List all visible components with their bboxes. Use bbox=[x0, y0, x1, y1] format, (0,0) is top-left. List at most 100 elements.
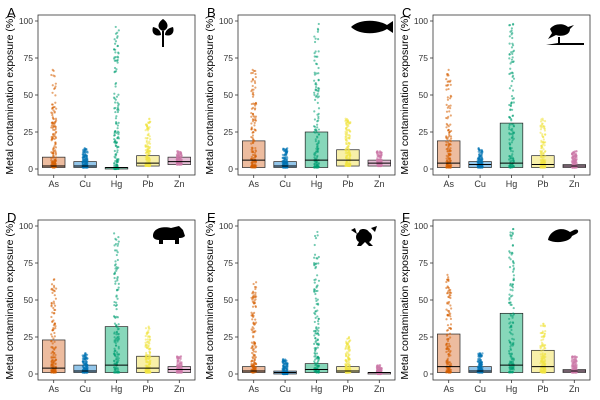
point-As bbox=[252, 330, 256, 333]
point-As bbox=[254, 293, 257, 297]
point-Cu bbox=[285, 148, 288, 151]
point-Cu bbox=[83, 160, 86, 164]
point-Zn bbox=[380, 158, 383, 161]
point-Hg bbox=[508, 331, 511, 334]
point-Pb bbox=[543, 141, 546, 144]
point-As bbox=[250, 107, 254, 110]
point-Hg bbox=[116, 336, 119, 339]
series-Hg: Hg bbox=[499, 227, 524, 394]
point-As bbox=[448, 139, 451, 142]
point-Cu bbox=[480, 354, 483, 357]
point-As bbox=[251, 84, 254, 88]
point-Pb bbox=[539, 158, 542, 162]
point-As bbox=[254, 107, 257, 110]
point-Hg bbox=[117, 29, 120, 32]
point-Cu bbox=[283, 368, 286, 372]
point-Hg bbox=[510, 58, 514, 61]
point-Hg bbox=[510, 141, 513, 144]
point-As bbox=[54, 160, 57, 163]
point-Pb bbox=[543, 369, 546, 372]
point-As bbox=[51, 114, 54, 117]
point-As bbox=[51, 152, 55, 155]
series-Pb: Pb bbox=[336, 335, 360, 394]
y-tick-label: 75 bbox=[24, 53, 34, 63]
point-Pb bbox=[543, 359, 547, 362]
point-Hg bbox=[117, 357, 120, 360]
point-Hg bbox=[113, 336, 116, 339]
series-Cu: Cu bbox=[468, 352, 492, 394]
point-As bbox=[52, 125, 55, 128]
point-Hg bbox=[510, 101, 513, 104]
series-As: As bbox=[242, 68, 266, 189]
point-As bbox=[50, 365, 53, 368]
point-As bbox=[449, 370, 452, 374]
point-Zn bbox=[572, 160, 576, 163]
point-Hg bbox=[511, 231, 514, 234]
point-As bbox=[250, 102, 253, 106]
point-Hg bbox=[314, 348, 317, 351]
point-Hg bbox=[512, 312, 515, 315]
point-Pb bbox=[539, 324, 543, 327]
point-Pb bbox=[345, 355, 348, 358]
point-Pb bbox=[146, 158, 149, 161]
point-Hg bbox=[114, 101, 117, 104]
point-As bbox=[449, 114, 452, 117]
point-Hg bbox=[509, 258, 512, 261]
point-Hg bbox=[114, 110, 117, 114]
point-Zn bbox=[378, 364, 381, 368]
point-Hg bbox=[509, 282, 512, 286]
point-Pb bbox=[346, 131, 349, 134]
x-tick-label: Pb bbox=[142, 384, 153, 394]
point-Hg bbox=[114, 242, 118, 246]
point-Zn bbox=[179, 357, 182, 361]
point-Hg bbox=[117, 242, 120, 246]
y-tick-label: 0 bbox=[28, 164, 33, 174]
point-As bbox=[54, 101, 57, 104]
point-Pb bbox=[544, 347, 547, 350]
x-tick-label: Pb bbox=[537, 179, 548, 189]
point-As bbox=[251, 318, 254, 321]
point-Hg bbox=[317, 128, 321, 131]
point-Hg bbox=[117, 353, 121, 356]
point-Hg bbox=[314, 98, 317, 101]
turtle-icon-shape bbox=[548, 229, 579, 243]
point-Hg bbox=[509, 128, 513, 131]
point-As bbox=[52, 306, 55, 310]
point-Hg bbox=[317, 66, 320, 70]
point-Hg bbox=[317, 343, 320, 346]
point-As bbox=[54, 149, 57, 152]
point-As bbox=[51, 335, 54, 338]
point-Pb bbox=[542, 136, 545, 139]
y-tick-label: 100 bbox=[19, 16, 33, 26]
point-As bbox=[250, 90, 253, 93]
point-Hg bbox=[113, 232, 116, 235]
point-Pb bbox=[348, 357, 351, 360]
point-Hg bbox=[114, 81, 118, 85]
point-Hg bbox=[114, 144, 117, 147]
bird-icon-shape bbox=[546, 24, 584, 45]
point-As bbox=[54, 117, 58, 120]
point-As bbox=[446, 278, 449, 281]
point-Hg bbox=[512, 159, 515, 162]
point-Pb bbox=[541, 331, 544, 334]
point-As bbox=[253, 299, 256, 302]
point-Pb bbox=[544, 133, 547, 136]
point-As bbox=[446, 324, 450, 327]
x-tick-label: Zn bbox=[374, 384, 385, 394]
x-tick-label: Hg bbox=[311, 179, 323, 189]
point-Cu bbox=[480, 371, 483, 374]
point-Cu bbox=[85, 158, 88, 161]
point-Cu bbox=[283, 156, 287, 159]
point-Pb bbox=[540, 349, 543, 352]
point-Hg bbox=[508, 57, 511, 60]
point-As bbox=[250, 72, 253, 75]
y-tick-label: 75 bbox=[224, 258, 234, 268]
y-tick-label: 100 bbox=[19, 221, 33, 231]
point-Hg bbox=[317, 139, 320, 143]
point-As bbox=[445, 88, 448, 91]
point-As bbox=[54, 297, 58, 300]
point-Hg bbox=[116, 279, 119, 282]
point-Hg bbox=[508, 352, 512, 355]
point-As bbox=[447, 347, 450, 350]
